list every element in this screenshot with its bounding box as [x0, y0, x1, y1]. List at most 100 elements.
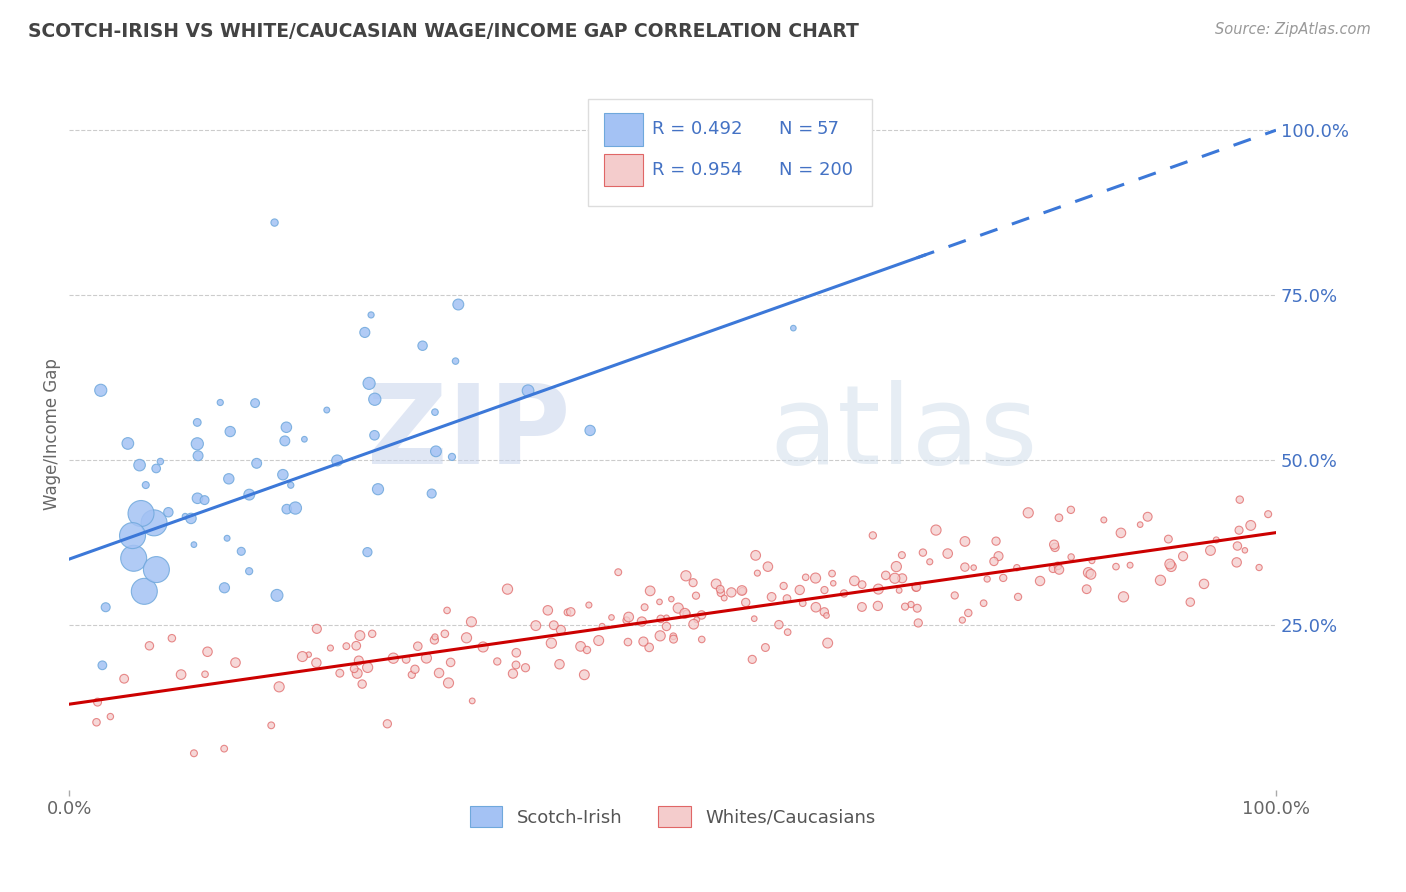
Point: [112, 672, 135, 686]
Point: [367, 482, 389, 496]
Y-axis label: Wage/Income Gap: Wage/Income Gap: [44, 358, 60, 509]
Point: [673, 607, 696, 621]
Point: [1081, 554, 1104, 568]
Point: [868, 582, 890, 596]
Point: [505, 646, 527, 660]
Point: [761, 590, 783, 604]
Point: [395, 652, 418, 666]
Point: [648, 595, 671, 609]
Point: [543, 618, 565, 632]
Point: [271, 467, 294, 482]
Point: [659, 592, 682, 607]
Point: [1060, 503, 1083, 517]
Point: [1159, 557, 1181, 571]
Point: [423, 632, 446, 647]
Point: [1046, 558, 1069, 573]
Point: [1129, 517, 1152, 532]
Point: [1180, 595, 1202, 609]
Point: [517, 384, 540, 398]
Point: [690, 632, 713, 647]
Point: [682, 575, 704, 590]
Point: [86, 715, 108, 730]
Point: [851, 577, 873, 591]
Point: [160, 631, 183, 645]
Point: [353, 326, 375, 340]
Point: [815, 608, 838, 623]
Point: [194, 667, 217, 681]
Point: [524, 618, 547, 632]
Point: [263, 216, 285, 230]
Point: [650, 612, 672, 626]
Point: [344, 639, 367, 653]
Point: [440, 656, 463, 670]
Point: [1226, 555, 1249, 569]
Text: Source: ZipAtlas.com: Source: ZipAtlas.com: [1215, 22, 1371, 37]
Point: [427, 665, 450, 680]
Point: [844, 574, 866, 588]
Text: R = 0.954: R = 0.954: [652, 161, 742, 179]
Point: [742, 612, 765, 626]
Point: [359, 376, 381, 391]
Point: [574, 667, 596, 681]
Point: [731, 583, 754, 598]
Point: [276, 502, 298, 516]
Point: [197, 645, 219, 659]
Point: [662, 632, 685, 647]
Point: [472, 640, 495, 654]
Point: [905, 580, 928, 594]
Point: [675, 569, 697, 583]
Point: [813, 582, 835, 597]
Point: [591, 619, 613, 633]
Point: [817, 636, 839, 650]
Point: [1160, 559, 1182, 574]
Point: [804, 571, 827, 585]
Point: [1047, 510, 1070, 524]
Point: [607, 565, 630, 579]
Point: [90, 384, 112, 398]
Point: [540, 636, 562, 650]
Point: [94, 600, 117, 615]
Point: [360, 308, 382, 322]
Point: [423, 405, 446, 419]
Point: [284, 501, 307, 516]
Point: [550, 623, 572, 637]
Point: [406, 639, 429, 653]
Point: [1112, 590, 1135, 604]
Point: [145, 461, 167, 475]
Point: [575, 643, 598, 657]
Point: [412, 339, 434, 353]
Point: [238, 564, 260, 578]
Text: R = 0.492: R = 0.492: [652, 120, 742, 138]
Point: [630, 615, 652, 629]
Point: [1080, 567, 1102, 582]
Point: [686, 613, 709, 627]
Point: [768, 617, 790, 632]
Point: [186, 491, 208, 506]
Point: [720, 585, 742, 599]
Point: [983, 554, 1005, 568]
Point: [122, 551, 145, 566]
Point: [460, 615, 482, 629]
Point: [1192, 577, 1215, 591]
Point: [291, 649, 314, 664]
Text: 57: 57: [817, 120, 839, 138]
Point: [1007, 590, 1029, 604]
Point: [821, 566, 844, 581]
Point: [633, 634, 655, 648]
Point: [710, 586, 733, 600]
Point: [326, 453, 349, 467]
Point: [231, 544, 253, 558]
Point: [900, 598, 922, 612]
Point: [1171, 549, 1194, 564]
Point: [246, 456, 269, 470]
Point: [515, 661, 537, 675]
Point: [1060, 549, 1083, 564]
Point: [907, 615, 929, 630]
Point: [911, 546, 934, 560]
Point: [943, 589, 966, 603]
Point: [1249, 560, 1271, 574]
Point: [633, 600, 655, 615]
Point: [617, 635, 640, 649]
Point: [219, 425, 242, 439]
Point: [194, 493, 217, 508]
